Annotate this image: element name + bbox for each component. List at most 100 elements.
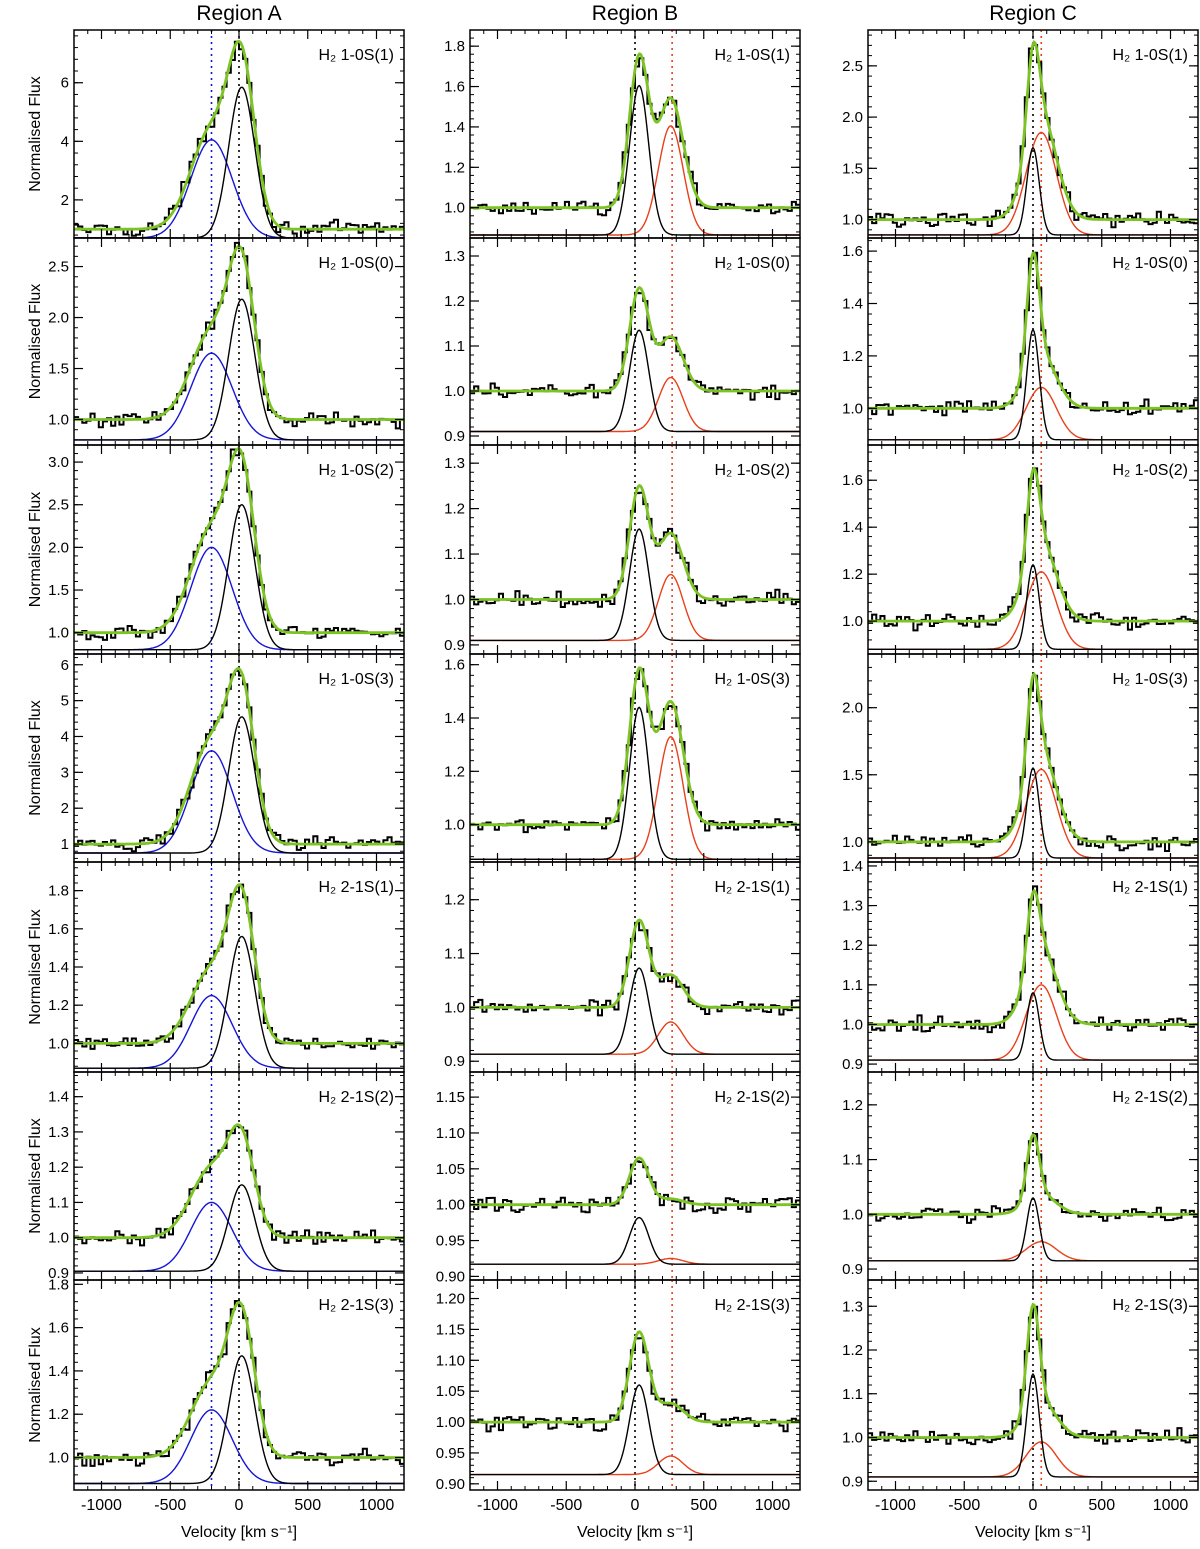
offset-component-curve [868,1241,1198,1262]
y-tick-label: 1.0 [444,200,465,217]
offset-component-curve [74,546,404,651]
y-tick-label: 1.2 [48,1406,69,1423]
y-tick-label: 1.2 [444,159,465,176]
y-tick-label: 1.1 [842,977,863,994]
core-component-curve [74,504,404,651]
observed-spectrum [868,1133,1198,1224]
observed-spectrum [470,57,800,217]
column-title: Region B [592,2,678,25]
x-tick-label: 0 [235,1497,244,1514]
y-tick-label: 1.4 [842,519,863,536]
y-tick-label: 1.0 [842,613,863,630]
y-tick-label: 3.0 [48,454,69,471]
y-tick-label: 1.0 [842,1430,863,1447]
line-label: H₂ 2-1S(1) [1112,879,1188,896]
line-label: H₂ 2-1S(2) [318,1089,394,1106]
x-tick-label: -1000 [477,1497,518,1514]
spectrum-panel: 0.9 1.0 1.1 1.2 1.3 1.4 H₂ 2-1S(1) [842,858,1199,1073]
y-tick-label: 3 [61,764,69,781]
line-label: H₂ 1-0S(0) [318,255,394,272]
y-tick-label: 1.8 [48,883,69,900]
spectrum-panel: -1000 -500 0 500 1000 0.90 0.95 1.00 1.05 1.10 1.1… [436,1279,801,1514]
y-tick-label: 2.0 [48,539,69,556]
offset-component-curve [868,1441,1198,1478]
y-tick-label: 2.5 [48,259,69,276]
spectrum-panel: 0.9 1.0 1.1 1.2 H₂ 2-1S(2) [842,1071,1199,1281]
offset-component-curve [74,750,404,854]
spectrum-panel: -1000 -500 0 500 1000 0.9 1.0 1.1 1.2 1.3 H₂ 2-1S(… [842,1279,1199,1514]
x-tick-label: 1000 [359,1497,395,1514]
spectrum-panel: 1.0 1.5 2.0 2.5 H₂ 1-0S(1) [842,29,1199,239]
y-tick-label: 1 [61,836,69,853]
core-component-curve [470,1384,800,1476]
y-axis-label: Normalised Flux [27,492,44,608]
y-tick-label: 1.05 [436,1161,465,1178]
y-tick-label: 1.15 [436,1089,465,1106]
y-tick-label: 1.3 [48,1124,69,1141]
total-fit-curve [470,666,800,827]
total-fit-curve [74,883,404,1045]
total-fit-curve [868,671,1198,844]
y-tick-label: 1.6 [444,79,465,96]
line-label: H₂ 1-0S(2) [1112,462,1188,479]
line-label: H₂ 1-0S(2) [318,462,394,479]
y-tick-label: 1.1 [48,1194,69,1211]
y-tick-label: 1.8 [444,38,465,55]
y-tick-label: 2 [61,800,69,817]
line-label: H₂ 2-1S(3) [1112,1297,1188,1314]
x-tick-label: -500 [550,1497,582,1514]
total-fit-curve [868,466,1198,623]
plot-area [74,654,404,862]
y-tick-label: 1.4 [842,858,863,875]
y-axis-label: Normalised Flux [27,284,44,400]
y-tick-label: 2.0 [842,109,863,126]
total-fit-curve [470,285,800,393]
x-tick-label: -1000 [875,1497,916,1514]
y-axis-label: Normalised Flux [27,76,44,192]
y-tick-label: 1.5 [48,361,69,378]
y-tick-label: 1.3 [444,248,465,265]
y-tick-label: 1.15 [436,1321,465,1338]
total-fit-curve [868,39,1198,221]
plot-area [868,1072,1198,1280]
x-tick-label: 500 [1088,1497,1115,1514]
x-tick-label: 1000 [1153,1497,1189,1514]
y-tick-label: 1.1 [444,946,465,963]
core-component-curve [868,328,1198,441]
total-fit-curve [470,52,800,210]
y-tick-label: 0.95 [436,1445,465,1462]
y-tick-label: 2.0 [48,310,69,327]
core-component-curve [74,1355,404,1485]
y-axis-label: Normalised Flux [27,909,44,1025]
y-tick-label: 1.5 [842,160,863,177]
y-tick-label: 2.5 [842,58,863,75]
line-label: H₂ 1-0S(0) [1112,255,1188,272]
y-tick-label: 1.0 [48,1230,69,1247]
line-label: H₂ 1-0S(1) [318,47,394,64]
spectrum-panel: 1.0 1.2 1.4 1.6 H₂ 1-0S(2) [842,444,1199,655]
plot-area [74,1280,404,1490]
total-fit-curve [74,244,404,421]
y-tick-label: 1.0 [842,400,863,417]
spectrum-panel: 1.0 1.2 1.4 1.6 H₂ 1-0S(3) [444,653,801,863]
y-tick-label: 1.0 [444,383,465,400]
y-tick-label: 1.5 [842,767,863,784]
y-tick-label: 1.2 [842,937,863,954]
y-tick-label: 1.6 [444,657,465,674]
x-tick-label: -500 [948,1497,980,1514]
y-tick-label: 0.90 [436,1268,465,1285]
spectrum-panel: 2 4 6 H₂ 1-0S(1) Normalised Flux [27,29,405,239]
core-component-curve [868,991,1198,1061]
x-axis-label: Velocity [km s⁻¹] [181,1524,297,1541]
plot-area [868,445,1198,654]
observed-spectrum [74,669,404,853]
core-component-curve [868,1372,1198,1478]
y-tick-label: 1.0 [48,625,69,642]
plot-area [868,862,1198,1072]
y-tick-label: 1.0 [842,212,863,229]
y-tick-label: 1.3 [444,455,465,472]
y-tick-label: 1.4 [444,119,465,136]
line-label: H₂ 2-1S(1) [318,879,394,896]
y-tick-label: 6 [61,75,69,92]
observed-spectrum [74,40,404,238]
